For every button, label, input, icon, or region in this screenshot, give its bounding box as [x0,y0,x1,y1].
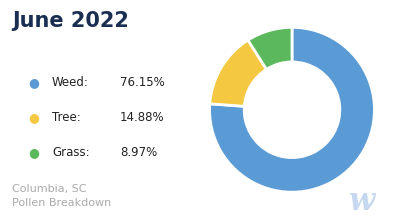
Wedge shape [248,27,292,69]
Text: 8.97%: 8.97% [120,146,157,159]
Text: Tree:: Tree: [52,111,81,124]
Wedge shape [210,40,266,106]
Text: Grass:: Grass: [52,146,90,159]
Text: June 2022: June 2022 [12,11,129,31]
Text: w: w [348,186,374,217]
Text: ●: ● [28,76,39,89]
Wedge shape [210,27,374,192]
Text: ●: ● [28,146,39,159]
Text: ●: ● [28,111,39,124]
Text: 76.15%: 76.15% [120,76,165,89]
Text: Columbia, SC
Pollen Breakdown: Columbia, SC Pollen Breakdown [12,184,111,209]
Text: Weed:: Weed: [52,76,89,89]
Text: 14.88%: 14.88% [120,111,165,124]
